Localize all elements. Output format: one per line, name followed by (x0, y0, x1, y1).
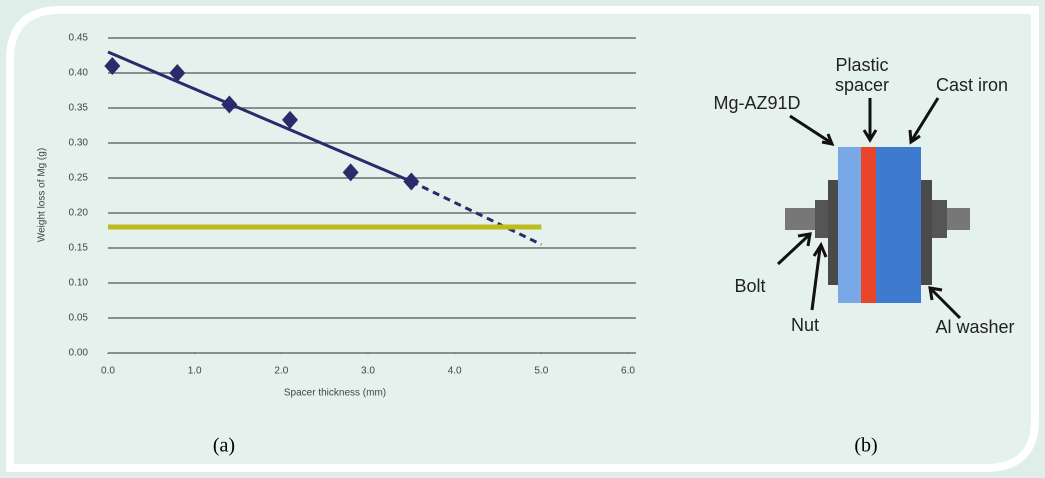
y-tick-label: 0.25 (69, 173, 89, 184)
y-tick-label: 0.40 (69, 68, 89, 79)
x-tick-label: 3.0 (361, 366, 375, 377)
x-tick-label: 4.0 (448, 366, 462, 377)
washer-shape (920, 180, 932, 285)
diagram-label: Bolt (734, 276, 765, 296)
spacer-block (861, 147, 876, 303)
mg-block (838, 147, 861, 303)
diagram-label: Cast iron (936, 75, 1008, 95)
panel-label: (a) (213, 435, 235, 457)
figure: Weight loss of Mg (g) Spacer thickness (… (0, 0, 1045, 478)
y-tick-label: 0.45 (69, 33, 89, 44)
y-axis-label: Weight loss of Mg (g) (37, 148, 48, 242)
diagram-label: Mg-AZ91D (713, 93, 800, 113)
cast-iron-block (876, 147, 921, 303)
x-tick-label: 0.0 (101, 366, 115, 377)
y-tick-label: 0.15 (69, 243, 89, 254)
diagram-label: Plastic (835, 55, 888, 75)
diagram-label: Nut (791, 315, 819, 335)
y-tick-label: 0.05 (69, 313, 89, 324)
y-tick-label: 0.20 (69, 208, 89, 219)
y-tick-label: 0.10 (69, 278, 89, 289)
x-tick-label: 5.0 (534, 366, 548, 377)
y-tick-label: 0.35 (69, 103, 89, 114)
x-tick-label: 1.0 (188, 366, 202, 377)
diagram-label: spacer (835, 75, 889, 95)
page: {"chart_data": {"type": "scatter", "xlab… (0, 0, 1045, 478)
nut-shape (931, 200, 947, 238)
x-axis-label: Spacer thickness (mm) (284, 388, 386, 399)
panel-label: (b) (854, 435, 877, 457)
x-tick-label: 2.0 (274, 366, 288, 377)
diagram-label: Al washer (935, 317, 1014, 337)
x-tick-label: 6.0 (621, 366, 635, 377)
y-tick-label: 0.00 (69, 348, 89, 359)
y-tick-label: 0.30 (69, 138, 89, 149)
